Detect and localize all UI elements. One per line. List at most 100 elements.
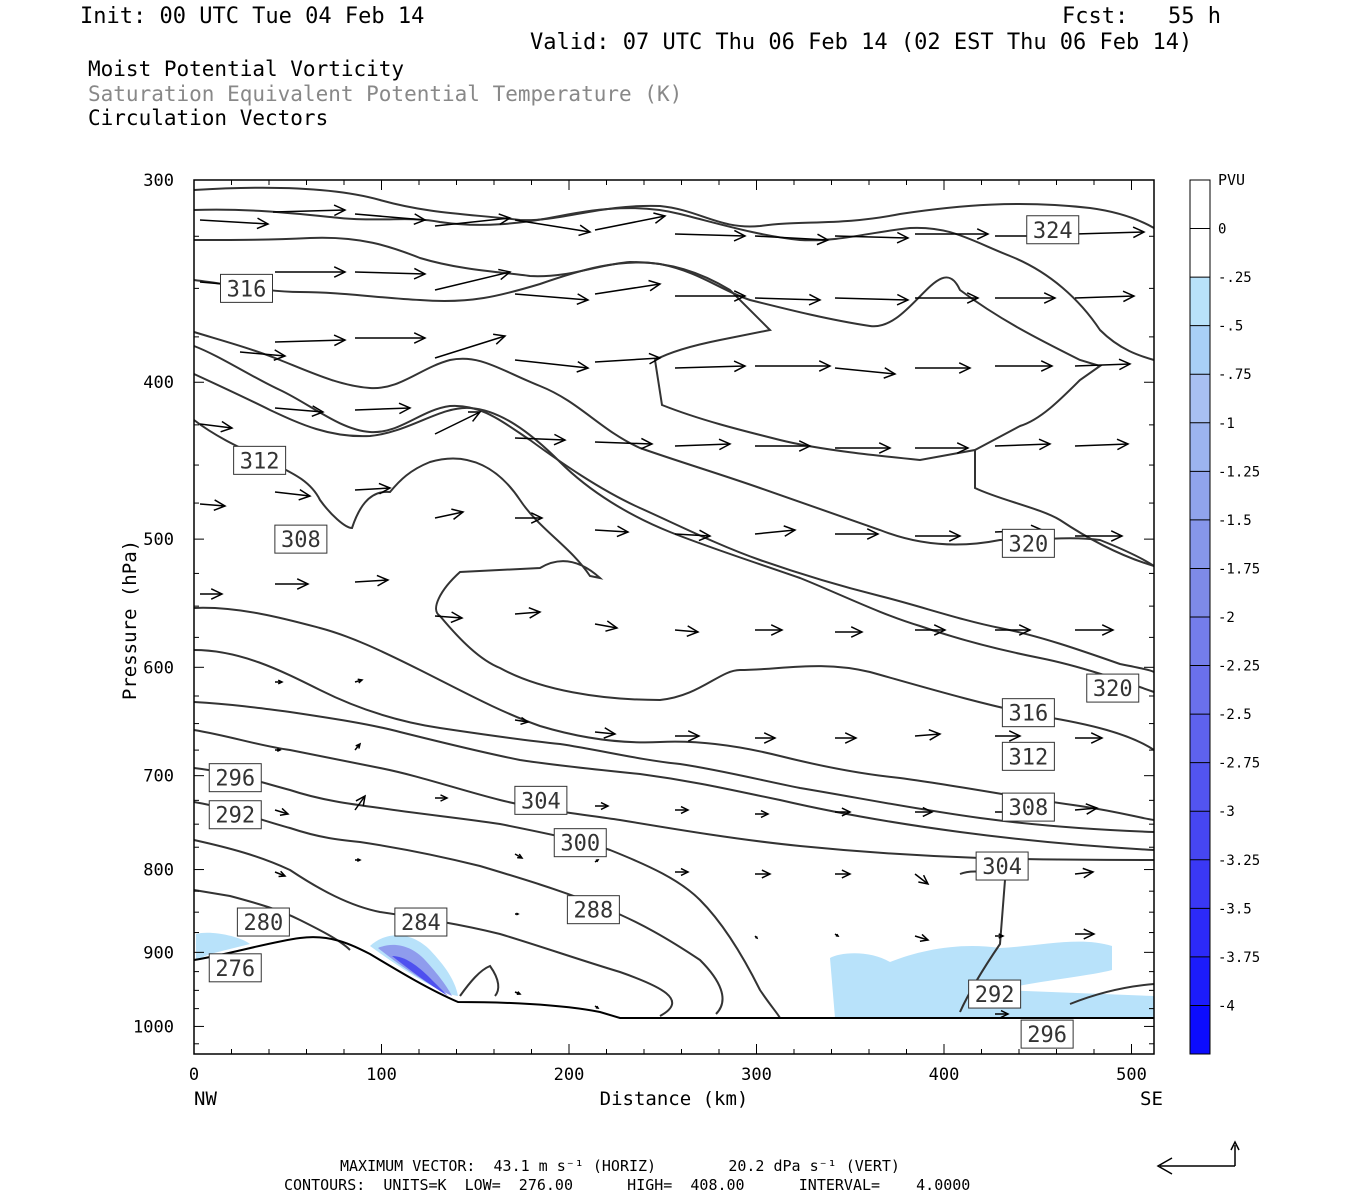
vector-head [1083, 928, 1096, 940]
theta-es-contour [193, 373, 1155, 693]
vector-head [919, 933, 930, 942]
x-tick-label: 100 [366, 1065, 397, 1085]
theta-es-contour [459, 964, 500, 997]
vector-head [1082, 867, 1095, 879]
vector-head [1085, 803, 1099, 815]
contour-label-text: 292 [975, 983, 1015, 1008]
x-tick-label: 200 [554, 1065, 585, 1085]
colorbar-swatch [1190, 665, 1210, 715]
circulation-vector [594, 620, 619, 632]
vector-head [698, 529, 712, 542]
vector-head [220, 420, 234, 433]
contour-label-text: 288 [574, 899, 614, 924]
vector-head [896, 231, 910, 244]
contour-label-box [236, 907, 290, 937]
contour-label: 316 [220, 273, 273, 303]
y-tick: 400 [143, 373, 1154, 393]
theta-es-contour [1069, 983, 1155, 1005]
y-tick: 600 [143, 658, 1154, 678]
vector-head [733, 290, 747, 302]
y-tick: 500 [143, 530, 1154, 550]
mpv-shade [392, 956, 448, 996]
vector-shaft [994, 443, 1051, 447]
vector-head [603, 727, 617, 739]
vector-head [1116, 438, 1130, 451]
circulation-vector [755, 869, 772, 879]
vector-head [528, 606, 542, 619]
vector-shaft [274, 491, 311, 497]
vector-shaft [834, 297, 909, 301]
circulation-vector [434, 333, 507, 359]
y-tick-label: 800 [143, 861, 174, 881]
contour-label: 312 [1001, 741, 1055, 771]
circulation-vector [674, 529, 712, 542]
vector-head [956, 442, 970, 454]
circulation-vector [594, 437, 654, 450]
x-tick: 200 [554, 180, 585, 1085]
contour-label-text: 308 [1009, 796, 1049, 821]
circulation-vector [514, 293, 590, 306]
circulation-vector [594, 352, 662, 365]
contour-label-text: 312 [1009, 745, 1049, 770]
colorbar-tick: -3.5 [1190, 901, 1252, 917]
circulation-vector [994, 438, 1052, 451]
circulation-vector [674, 438, 732, 451]
vector-head [755, 936, 759, 940]
vector-head [976, 228, 990, 240]
contour-label: 280 [236, 907, 290, 937]
y-tick-label: 1000 [133, 1017, 174, 1037]
contour-label: 312 [233, 445, 287, 475]
colorbar-swatch [1190, 859, 1210, 909]
y-tick-label: 700 [143, 767, 174, 787]
vector-shaft [594, 215, 666, 231]
y-tick-label: 300 [143, 171, 174, 191]
circulation-vector [434, 268, 512, 291]
vector-head [498, 213, 512, 225]
circulation-vector [1075, 624, 1115, 636]
circulation-vector [915, 228, 990, 240]
x-tick: 400 [929, 180, 959, 1085]
vector-head [958, 362, 972, 374]
circulation-vector [355, 332, 427, 344]
colorbar-tick: -2.5 [1190, 707, 1252, 723]
vector-shaft [514, 611, 541, 615]
theta-es-contour [193, 207, 1155, 361]
vector-head [770, 624, 784, 636]
vector-head [1090, 732, 1104, 744]
vector-shaft [674, 365, 746, 369]
vector-head [1118, 358, 1132, 371]
colorbar-tick-label: -3.25 [1218, 853, 1260, 869]
colorbar-tick-label: -2.5 [1218, 707, 1252, 723]
circulation-vector [1075, 928, 1096, 940]
y-tick: 300 [143, 171, 1154, 191]
x-tick: 300 [741, 180, 772, 1085]
circulation-vector [915, 292, 980, 304]
circulation-vector [239, 349, 287, 361]
vector-head [1018, 624, 1032, 636]
y-tick-label: 600 [143, 658, 174, 678]
circulation-vector [1075, 732, 1104, 744]
circulation-vector [834, 933, 840, 937]
vector-shaft [272, 209, 346, 213]
vector-shaft [514, 219, 591, 233]
circulation-vector [514, 716, 530, 726]
vector-shaft [754, 529, 796, 535]
circulation-vector [675, 805, 690, 815]
circulation-vector [754, 935, 759, 940]
ylabel: Pressure (hPa) [119, 540, 141, 700]
vector-head [818, 360, 832, 372]
vector-shaft [354, 487, 391, 491]
theta-es-contour [193, 801, 724, 1015]
y-tick: 1000 [133, 1017, 1154, 1037]
vector-shaft [1074, 443, 1129, 447]
vector-head [333, 266, 347, 278]
vector-head [680, 805, 690, 815]
vector-shaft [594, 529, 629, 533]
vector-shaft [199, 503, 226, 507]
colorbar-tick-label: -.5 [1218, 319, 1243, 335]
vector-shaft [914, 935, 929, 941]
vector-head [783, 525, 797, 537]
contour-label-box [233, 445, 287, 475]
circulation-vector [754, 525, 797, 537]
colorbar-tick-label: -3 [1218, 804, 1235, 820]
